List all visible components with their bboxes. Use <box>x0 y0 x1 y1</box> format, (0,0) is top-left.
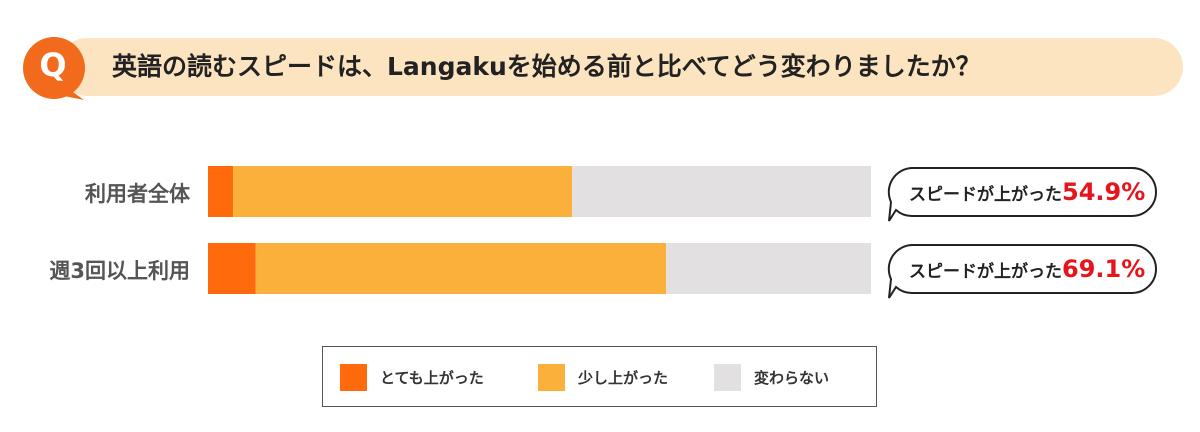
callout-bubble-shape <box>887 244 1157 299</box>
question-text: 英語の読むスピードは、Langakuを始める前と比べてどう変わりましたか？ <box>112 52 981 81</box>
bar-segment-slight-1 <box>233 166 572 217</box>
legend-swatch-strong <box>340 363 367 391</box>
bar-segment-same-1 <box>571 166 871 217</box>
bar-segment-strong-1 <box>208 166 234 217</box>
callout-percentage: 54.9% <box>1062 178 1146 206</box>
bar-segment-same-2 <box>666 243 871 294</box>
question-badge-letter: Q <box>39 46 67 84</box>
question-banner <box>58 38 1183 96</box>
callout-bubble-frequent-users: スピードが上がった69.1% <box>887 244 1157 299</box>
legend-label-strong: とても上がった <box>380 368 484 387</box>
callout-prefix: スピードが上がった <box>909 185 1062 205</box>
legend-item-slight: 少し上がった <box>538 363 668 391</box>
callout-bubble-all-users: スピードが上がった54.9% <box>887 167 1157 222</box>
chart-legend: とても上がった 少し上がった 変わらない <box>322 346 877 407</box>
question-badge-icon <box>23 37 85 100</box>
row-label-frequent-users: 週3回以上利用 <box>49 259 190 283</box>
legend-item-strong: とても上がった <box>340 363 484 391</box>
legend-swatch-slight <box>538 363 565 391</box>
legend-item-same: 変わらない <box>714 363 829 391</box>
legend-swatch-same <box>714 363 741 391</box>
row-label-all-users: 利用者全体 <box>85 182 190 206</box>
callout-bubble-shape <box>887 167 1157 222</box>
legend-label-same: 変わらない <box>754 368 830 387</box>
callout-prefix: スピードが上がった <box>909 262 1062 282</box>
bar-segment-slight-2 <box>255 243 667 294</box>
bar-segment-strong-2 <box>208 243 256 294</box>
legend-label-slight: 少し上がった <box>578 368 669 387</box>
callout-percentage: 69.1% <box>1062 255 1146 283</box>
